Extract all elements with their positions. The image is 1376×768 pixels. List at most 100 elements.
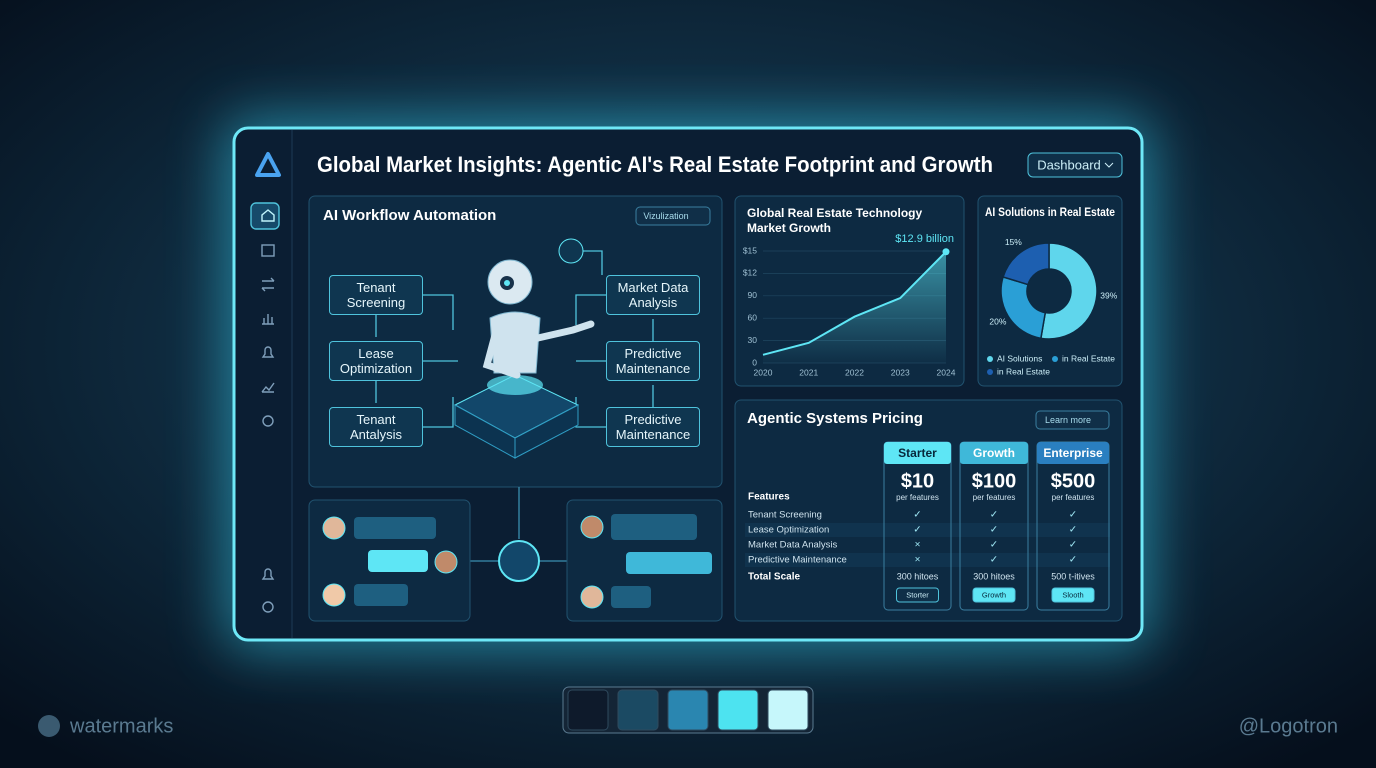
sidebar	[250, 202, 280, 613]
feature-label: Predictive Maintenance	[748, 555, 847, 566]
line-title: Global Real Estate Technology Market Gro…	[747, 206, 923, 235]
dashboard-button-label: Dashboard	[1037, 157, 1101, 172]
features-header: Features	[748, 492, 790, 503]
plan-price: $100	[972, 470, 1017, 492]
legend-label: AI Solutions	[997, 353, 1042, 363]
share-panel	[977, 195, 1123, 387]
palette-swatch	[567, 689, 609, 731]
end-point	[942, 248, 950, 256]
plan-total: 500 t-itives	[1051, 571, 1095, 581]
total-header: Total Scale	[748, 572, 800, 583]
pricing-title: Agentic Systems Pricing	[747, 410, 923, 427]
feature-label: Tenant Screening	[748, 510, 822, 521]
palette-swatch	[617, 689, 659, 731]
plan-button[interactable]	[896, 587, 939, 603]
chart-annotation: $12.9 billion	[895, 233, 954, 245]
pie-title: AI Solutions in Real Estate	[985, 207, 1115, 219]
plan-cell: ✓	[1069, 510, 1077, 521]
plan-header	[884, 442, 951, 464]
workflow-node: Predictive Maintenance	[606, 341, 700, 381]
plan-cell: ✓	[990, 540, 998, 551]
x-tick-label: 2022	[845, 367, 864, 377]
legend-swatch	[1052, 356, 1058, 362]
pie-slice	[1040, 242, 1098, 340]
slice-label: 20%	[989, 317, 1006, 327]
y-tick-label: 0	[752, 357, 757, 367]
palette-swatch	[717, 689, 759, 731]
x-tick-label: 2021	[799, 367, 818, 377]
plan-cell: ✓	[1069, 525, 1077, 536]
pie-slice	[1000, 276, 1047, 340]
nav-home[interactable]	[250, 202, 280, 230]
plan-name: Starter	[898, 446, 937, 460]
line	[762, 251, 947, 356]
plan-name: Growth	[973, 446, 1015, 460]
nav-alerts[interactable]	[261, 568, 275, 580]
legend-swatch	[987, 356, 993, 362]
plan-button-label: Slooth	[1062, 590, 1083, 599]
icon-home	[261, 209, 275, 222]
logo	[255, 152, 281, 177]
legend-swatch	[987, 369, 993, 375]
viz-dropdown-label: Vizulization	[643, 211, 688, 221]
plan-cell: ✓	[1069, 540, 1077, 551]
plan-cell: ✓	[913, 510, 921, 521]
plan-cell: ×	[915, 540, 921, 551]
watermark-left: watermarks	[69, 715, 173, 737]
palette-swatch	[767, 689, 809, 731]
x-tick-label: 2023	[891, 367, 910, 377]
x-tick-label: 2020	[754, 367, 773, 377]
plan-header	[1037, 442, 1109, 464]
plan-price: $10	[901, 470, 934, 492]
nav-config[interactable]	[262, 601, 274, 613]
y-tick-label: 90	[748, 290, 758, 300]
plan-total: 300 hitoes	[973, 571, 1015, 581]
page-title: Global Market Insights: Agentic AI's Rea…	[317, 152, 993, 177]
nav-transfer[interactable]	[261, 277, 275, 292]
workflow-node: Tenant Antalysis	[329, 407, 423, 447]
plan-button-label: Growth	[982, 590, 1006, 599]
robot-illustration	[453, 238, 595, 459]
y-tick-label: $12	[743, 268, 757, 278]
plan-button[interactable]	[972, 587, 1016, 603]
plan-unit: per features	[973, 493, 1016, 502]
learn-more-button[interactable]	[1035, 410, 1110, 430]
slice-label: 15%	[1005, 237, 1022, 247]
plan-total: 300 hitoes	[897, 571, 939, 581]
connectors	[375, 250, 654, 562]
feature-label: Lease Optimization	[748, 525, 829, 536]
plan-unit: per features	[1052, 493, 1095, 502]
slice-label: 39%	[1100, 290, 1117, 300]
plan-cell: ✓	[913, 525, 921, 536]
nav-settings[interactable]	[262, 415, 274, 427]
legend-label: in Real Estate	[997, 366, 1050, 376]
y-tick-label: 60	[748, 312, 758, 322]
y-tick-label: $15	[743, 245, 757, 255]
plan-button[interactable]	[1051, 587, 1095, 603]
plan-header	[960, 442, 1028, 464]
plan-cell: ✓	[1069, 555, 1077, 566]
dashboard-button[interactable]	[1027, 152, 1123, 178]
viz-dropdown[interactable]	[635, 206, 711, 226]
workflow-node: Predictive Maintenance	[606, 407, 700, 447]
feature-label: Market Data Analysis	[748, 540, 837, 551]
y-tick-label: 30	[748, 335, 758, 345]
plan-button-label: Storter	[906, 590, 929, 599]
nav-trend[interactable]	[261, 382, 275, 393]
pie-slice	[1002, 242, 1050, 286]
nav-bars[interactable]	[262, 314, 274, 325]
workflow-title: AI Workflow Automation	[323, 207, 496, 224]
chat-bubbles	[322, 514, 712, 609]
nav-grid[interactable]	[261, 244, 275, 257]
nav-bell[interactable]	[261, 346, 275, 358]
workflow-node: Lease Optimization	[329, 341, 423, 381]
legend-label: in Real Estate	[1062, 353, 1115, 363]
row-band	[745, 523, 1110, 537]
plan-price: $500	[1051, 470, 1096, 492]
x-tick-label: 2024	[937, 367, 956, 377]
plan-cell: ✓	[990, 510, 998, 521]
plan-unit: per features	[896, 493, 939, 502]
plan-cell: ✓	[990, 525, 998, 536]
